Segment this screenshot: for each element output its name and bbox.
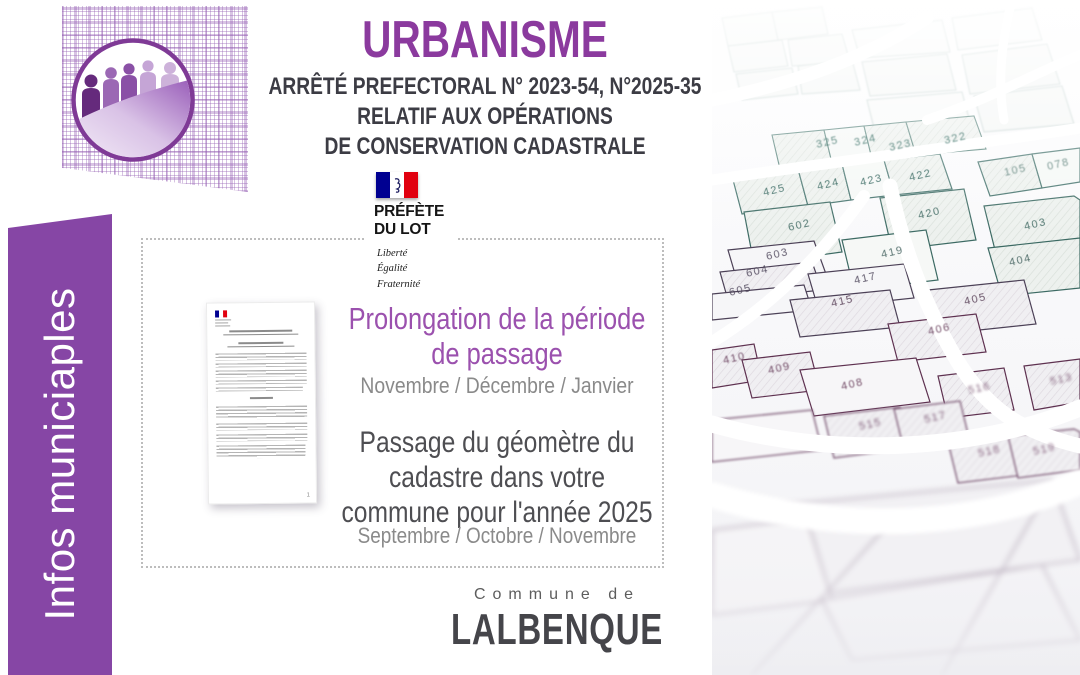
parcel-label: 513 [1049,371,1074,388]
document-flag-icon [215,310,228,318]
parcel-label: 105 [1003,162,1028,179]
parcel-label: 409 [767,360,792,377]
parcel-label: 415 [830,293,855,310]
section2-title-line: Passage du géomètre du [359,426,635,459]
french-flag-icon [376,172,418,198]
parcel-label: 519 [1032,441,1057,458]
parcel-label: 419 [880,244,905,261]
parcel-label: 423 [859,172,884,189]
people-meeting-icon [71,38,195,162]
meeting-table-slope [75,78,191,158]
section1-title-line: Prolongation de la période [348,301,646,336]
map-top-fade [712,0,1080,235]
parcel-label: 602 [787,217,812,234]
parcel-label: 604 [745,263,770,280]
parcel-label: 404 [1008,252,1033,269]
page-subtitle: ARRÊTÉ PREFECTORAL N° 2023-54, N°2025-35… [257,72,713,161]
parcel-label: 323 [888,137,913,154]
side-banner-label: Infos municiaples [36,287,83,621]
section2-months: Septembre / Octobre / Novembre [357,523,637,548]
parcel-label: 324 [853,132,878,149]
section2-title: Passage du géomètre du cadastre dans vot… [337,426,657,530]
section1-title-line: de passage [431,336,563,372]
parcel-label: 422 [908,167,933,184]
prefecture-name-line2: DU LOT [374,221,431,239]
section2-title-line: cadastre dans votre [388,460,606,494]
parcel-label: 405 [963,291,988,308]
commune-logo: Commune de LALBENQUE [407,586,707,655]
document-page-number: 1 [306,492,311,499]
prefecture-motto: Liberté Égalité Fraternité [374,246,444,293]
parcel-label: 410 [722,350,747,367]
parcel-label: 515 [858,416,883,433]
commune-logo-line1: Commune de [473,586,641,603]
page-title: URBANISME [362,11,608,69]
document-thumbnail: 1 [205,301,318,505]
parcel-label: 325 [815,134,840,151]
marianne-icon [394,178,401,193]
parcel-label: 408 [840,376,865,393]
section2-title-line: commune pour l'année 2025 [341,495,653,529]
subtitle-line: ARRÊTÉ PREFECTORAL N° 2023-54, N°2025-35 [268,73,702,100]
cadastral-map-image: 325 324 323 322 425 424 423 422 105 078 602 420 403 4… [712,0,1080,675]
parcel-label: 078 [1046,156,1071,173]
side-banner: Infos municiaples [8,214,112,675]
cadastral-map-svg: 325 324 323 322 425 424 423 422 105 078 602 420 403 4… [712,0,1080,675]
document-text-lines [207,329,315,459]
map-bottom-fade [712,540,1080,675]
map-parcel-labels: 325 324 323 322 425 424 423 422 105 078 602 420 403 4… [722,130,1074,460]
section1-title: Prolongation de la période de passage [337,301,657,371]
parcel-label: 417 [853,270,878,287]
commune-logo-line2: LALBENQUE [450,605,664,654]
parcel-label: 424 [816,176,841,193]
parcel-label: 517 [923,409,948,426]
parcel-label: 425 [762,182,787,199]
motto-liberte: Liberté [377,247,408,259]
map-parcels-maroon [712,313,1080,419]
parcel-label: 605 [728,282,753,299]
parcel-label: 420 [917,205,942,222]
parcel-label: 516 [967,380,992,397]
parcel-label: 403 [1023,216,1048,233]
motto-fraternite: Fraternité [377,279,421,291]
subtitle-line: RELATIF AUX OPÉRATIONS [357,102,613,130]
motto-egalite: Égalité [377,263,408,275]
parcel-label: 322 [943,130,968,147]
parcel-label: 518 [977,443,1002,460]
prefecture-logo: PRÉFÈTE DU LOT Liberté Égalité Fraternit… [364,170,459,297]
section1-months: Novembre / Décembre / Janvier [360,373,634,398]
subtitle-line: DE CONSERVATION CADASTRALE [324,132,646,160]
parcel-label: 603 [765,246,790,263]
prefecture-name-line1: PRÉFÈTE [374,203,445,220]
parcel-label: 406 [927,321,952,338]
